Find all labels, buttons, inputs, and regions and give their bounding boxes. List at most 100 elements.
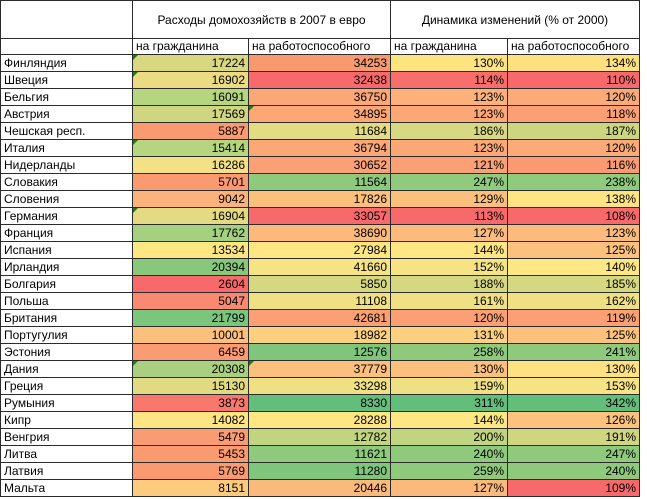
dyn-citizen-cell[interactable]: 121% <box>390 156 509 174</box>
country-cell[interactable]: Болгария <box>0 275 133 293</box>
spend-citizen-cell[interactable]: 5453 <box>132 445 249 463</box>
dyn-worker-cell[interactable]: 140% <box>507 258 641 276</box>
spend-citizen-cell[interactable]: 16091 <box>132 88 249 106</box>
spend-worker-cell[interactable]: 11280 <box>247 462 392 480</box>
dyn-worker-cell[interactable]: 342% <box>507 394 641 412</box>
country-cell[interactable]: Швеция <box>0 71 133 89</box>
spend-worker-cell[interactable]: 32438 <box>247 71 392 89</box>
dyn-worker-cell[interactable]: 123% <box>507 224 641 242</box>
spend-worker-cell[interactable]: 5850 <box>247 275 392 293</box>
spend-worker-cell[interactable]: 42681 <box>247 309 392 327</box>
dyn-worker-cell[interactable]: 130% <box>507 360 641 378</box>
dyn-citizen-cell[interactable]: 188% <box>390 275 509 293</box>
dyn-citizen-cell[interactable]: 123% <box>390 105 509 123</box>
country-cell[interactable]: Венгрия <box>0 428 133 446</box>
spend-citizen-cell[interactable]: 9042 <box>132 190 249 208</box>
dyn-citizen-cell[interactable]: 258% <box>390 343 509 361</box>
country-cell[interactable]: Бельгия <box>0 88 133 106</box>
spend-citizen-cell[interactable]: 10001 <box>132 326 249 344</box>
spend-citizen-cell[interactable]: 2604 <box>132 275 249 293</box>
country-cell[interactable]: Польша <box>0 292 133 310</box>
spend-citizen-cell[interactable]: 16902 <box>132 71 249 89</box>
dyn-worker-cell[interactable]: 120% <box>507 88 641 106</box>
spend-citizen-cell[interactable]: 13534 <box>132 241 249 259</box>
spend-citizen-cell[interactable]: 5701 <box>132 173 249 191</box>
spend-citizen-cell[interactable]: 17762 <box>132 224 249 242</box>
dyn-worker-cell[interactable]: 153% <box>507 377 641 395</box>
country-cell[interactable]: Ирландия <box>0 258 133 276</box>
dyn-worker-cell[interactable]: 191% <box>507 428 641 446</box>
dyn-worker-cell[interactable]: 238% <box>507 173 641 191</box>
spend-worker-cell[interactable]: 12782 <box>247 428 392 446</box>
dyn-citizen-cell[interactable]: 144% <box>390 411 509 429</box>
country-cell[interactable]: Кипр <box>0 411 133 429</box>
corner-cell[interactable] <box>0 0 133 39</box>
country-cell[interactable]: Эстония <box>0 343 133 361</box>
spend-worker-cell[interactable]: 38690 <box>247 224 392 242</box>
dyn-worker-cell[interactable]: 120% <box>507 139 641 157</box>
spend-citizen-cell[interactable]: 16904 <box>132 207 249 225</box>
spend-worker-cell[interactable]: 34895 <box>247 105 392 123</box>
header-dynamics[interactable]: Динамика изменений (% от 2000) <box>390 0 641 39</box>
country-cell[interactable]: Латвия <box>0 462 133 480</box>
country-cell[interactable]: Чешская респ. <box>0 122 133 140</box>
spend-worker-cell[interactable]: 17826 <box>247 190 392 208</box>
country-cell[interactable]: Финляндия <box>0 54 133 72</box>
spend-worker-cell[interactable]: 28288 <box>247 411 392 429</box>
spend-citizen-cell[interactable]: 20308 <box>132 360 249 378</box>
dyn-citizen-cell[interactable]: 311% <box>390 394 509 412</box>
spend-worker-cell[interactable]: 18982 <box>247 326 392 344</box>
dyn-citizen-cell[interactable]: 120% <box>390 309 509 327</box>
spend-citizen-cell[interactable]: 17569 <box>132 105 249 123</box>
dyn-citizen-cell[interactable]: 159% <box>390 377 509 395</box>
dyn-worker-cell[interactable]: 108% <box>507 207 641 225</box>
dyn-worker-cell[interactable]: 118% <box>507 105 641 123</box>
spend-worker-cell[interactable]: 36750 <box>247 88 392 106</box>
country-cell[interactable]: Нидерланды <box>0 156 133 174</box>
dyn-worker-cell[interactable]: 240% <box>507 462 641 480</box>
dyn-citizen-cell[interactable]: 123% <box>390 139 509 157</box>
dyn-citizen-cell[interactable]: 200% <box>390 428 509 446</box>
spend-worker-cell[interactable]: 11564 <box>247 173 392 191</box>
subheader-blank[interactable] <box>0 38 133 55</box>
dyn-citizen-cell[interactable]: 127% <box>390 224 509 242</box>
country-cell[interactable]: Литва <box>0 445 133 463</box>
spend-worker-cell[interactable]: 36794 <box>247 139 392 157</box>
spend-worker-cell[interactable]: 11684 <box>247 122 392 140</box>
dyn-citizen-cell[interactable]: 113% <box>390 207 509 225</box>
spend-worker-cell[interactable]: 11621 <box>247 445 392 463</box>
country-cell[interactable]: Италия <box>0 139 133 157</box>
dyn-citizen-cell[interactable]: 259% <box>390 462 509 480</box>
subheader-dyn-citizen[interactable]: на гражданина <box>390 38 509 55</box>
spend-worker-cell[interactable]: 27984 <box>247 241 392 259</box>
dyn-citizen-cell[interactable]: 144% <box>390 241 509 259</box>
spend-worker-cell[interactable]: 12576 <box>247 343 392 361</box>
dyn-citizen-cell[interactable]: 130% <box>390 54 509 72</box>
dyn-worker-cell[interactable]: 125% <box>507 326 641 344</box>
spend-worker-cell[interactable]: 41660 <box>247 258 392 276</box>
dyn-worker-cell[interactable]: 162% <box>507 292 641 310</box>
spend-citizen-cell[interactable]: 20394 <box>132 258 249 276</box>
spend-worker-cell[interactable]: 30652 <box>247 156 392 174</box>
spend-citizen-cell[interactable]: 6459 <box>132 343 249 361</box>
spend-citizen-cell[interactable]: 15414 <box>132 139 249 157</box>
spend-worker-cell[interactable]: 33298 <box>247 377 392 395</box>
spend-worker-cell[interactable]: 11108 <box>247 292 392 310</box>
subheader-spend-worker[interactable]: на работоспособного <box>247 38 392 55</box>
dyn-worker-cell[interactable]: 187% <box>507 122 641 140</box>
dyn-worker-cell[interactable]: 116% <box>507 156 641 174</box>
dyn-worker-cell[interactable]: 110% <box>507 71 641 89</box>
country-cell[interactable]: Словения <box>0 190 133 208</box>
spend-citizen-cell[interactable]: 16286 <box>132 156 249 174</box>
spend-citizen-cell[interactable]: 21799 <box>132 309 249 327</box>
spend-citizen-cell[interactable]: 5479 <box>132 428 249 446</box>
dyn-worker-cell[interactable]: 185% <box>507 275 641 293</box>
spend-citizen-cell[interactable]: 17224 <box>132 54 249 72</box>
country-cell[interactable]: Словакия <box>0 173 133 191</box>
spend-citizen-cell[interactable]: 15130 <box>132 377 249 395</box>
dyn-worker-cell[interactable]: 119% <box>507 309 641 327</box>
dyn-citizen-cell[interactable]: 186% <box>390 122 509 140</box>
country-cell[interactable]: Дания <box>0 360 133 378</box>
dyn-worker-cell[interactable]: 134% <box>507 54 641 72</box>
dyn-citizen-cell[interactable]: 161% <box>390 292 509 310</box>
